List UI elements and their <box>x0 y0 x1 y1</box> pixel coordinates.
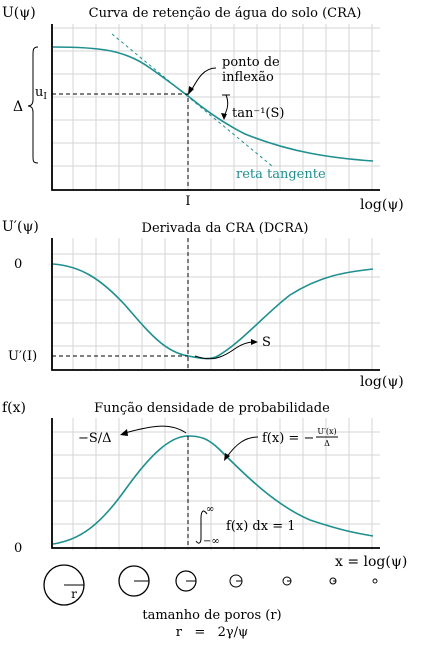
delta-brace <box>27 46 39 164</box>
pore-icons: r <box>43 564 378 606</box>
dcra-curve <box>52 263 374 360</box>
panel2-zero-tick: 0 <box>14 257 22 272</box>
integral-label: f(x) dx = 1 <box>226 519 296 534</box>
ui-label: uI <box>35 85 47 102</box>
fx-frac-num: U′(x) <box>317 427 336 436</box>
peak-arrow <box>124 425 187 434</box>
delta-label: Δ <box>13 99 23 115</box>
slope-label: tan⁻¹(S) <box>232 106 284 121</box>
inflection-arrowhead <box>188 86 194 95</box>
cra-curve <box>52 46 374 162</box>
pores-formula: r = 2γ/ψ <box>176 625 249 640</box>
panel1-ylabel: U(ψ) <box>2 5 36 21</box>
panel3-title: Função densidade de probabilidade <box>94 401 330 416</box>
s-arrowhead <box>251 339 258 345</box>
slope-arrowhead <box>221 113 227 120</box>
panel3-zero-tick: 0 <box>14 541 22 556</box>
panel3-xlabel: x = log(ψ) <box>335 554 407 570</box>
panel1-grid <box>52 24 380 190</box>
tangent-label: reta tangente <box>236 167 326 182</box>
panel2-axes <box>51 238 380 371</box>
peak-arrowhead <box>120 429 128 436</box>
panel2-ylabel: U′(ψ) <box>2 219 39 235</box>
s-arrow <box>194 341 255 360</box>
panel-dcra: Derivada da CRA (DCRA) U′(ψ) log(ψ) 0 U′… <box>2 219 404 390</box>
fx-arrow <box>225 436 259 459</box>
panel3-grid <box>52 418 380 550</box>
integral-sign <box>195 510 208 544</box>
panel2-title: Derivada da CRA (DCRA) <box>142 221 309 236</box>
panel1-x-tick: I <box>185 194 190 209</box>
slope-arc <box>223 94 229 117</box>
panel2-min-tick: U′(I) <box>8 349 37 364</box>
panel-cra: Curva de retenção de água do solo (CRA) … <box>2 5 404 213</box>
inflection-label-1: ponto de <box>222 55 280 70</box>
panel2-xlabel: log(ψ) <box>360 374 404 390</box>
s-label: S <box>262 335 271 350</box>
integral-lower: −∞ <box>203 536 220 547</box>
panel1-title: Curva de retenção de água do solo (CRA) <box>89 6 362 21</box>
panel1-axes <box>51 24 380 191</box>
inflection-arrow <box>190 67 217 92</box>
peak-label: −S/Δ <box>78 431 112 446</box>
inflection-label-2: inflexão <box>222 70 274 85</box>
panel2-grid <box>52 238 380 370</box>
panel3-axes <box>51 418 380 549</box>
fx-label: f(x) = − <box>262 431 314 446</box>
fx-frac-den: Δ <box>324 439 330 448</box>
panel3-ylabel: f(x) <box>2 400 26 416</box>
panel1-xlabel: log(ψ) <box>360 197 404 213</box>
panel-pdf: Função densidade de probabilidade f(x) x… <box>2 400 407 570</box>
pore-circle-7 <box>372 578 378 584</box>
pore-r-label: r <box>71 587 77 601</box>
fx-arrowhead <box>224 453 230 461</box>
integral-upper: ∞ <box>206 504 214 515</box>
pores-caption: tamanho de poros (r) <box>142 608 281 623</box>
inflection-guides <box>52 93 189 190</box>
pdf-curve <box>52 435 374 545</box>
